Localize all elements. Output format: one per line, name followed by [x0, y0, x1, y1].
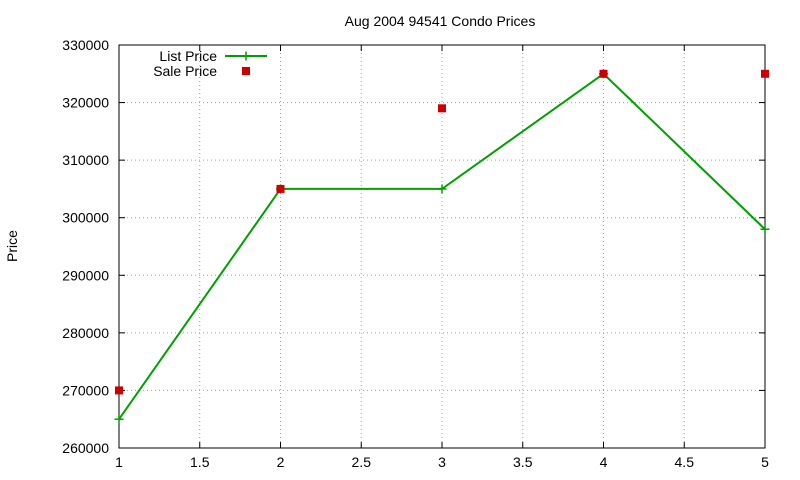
- y-tick-label: 330000: [62, 37, 109, 53]
- y-tick-label: 300000: [62, 210, 109, 226]
- x-tick-label: 1: [115, 454, 123, 470]
- x-tick-label: 4.5: [675, 454, 695, 470]
- point-list-price: [114, 414, 124, 424]
- point-list-price: [437, 184, 447, 194]
- series-sale-price: [115, 69, 769, 395]
- point-sale-price: [438, 104, 446, 113]
- point-sale-price: [115, 386, 123, 395]
- y-tick-label: 320000: [62, 95, 109, 111]
- y-tick-label: 310000: [62, 152, 109, 168]
- x-tick-label: 4: [600, 454, 608, 470]
- legend-marker: [241, 51, 251, 61]
- x-tick-label: 3: [438, 454, 446, 470]
- series-list-price: [114, 69, 770, 424]
- legend: List Price Sale Price: [153, 48, 267, 79]
- y-tick-label: 270000: [62, 382, 109, 398]
- x-tick-label: 2.5: [352, 454, 372, 470]
- point-sale-price: [599, 69, 608, 78]
- y-tick-label: 260000: [62, 440, 109, 456]
- legend-marker: [242, 67, 250, 75]
- chart-title: Aug 2004 94541 Condo Prices: [345, 13, 536, 29]
- y-axis-label: Price: [4, 230, 20, 262]
- legend-label-list-price: List Price: [159, 48, 217, 64]
- y-tick-label: 280000: [62, 325, 109, 341]
- y-tick-label: 290000: [62, 267, 109, 283]
- x-tick-label: 1.5: [190, 454, 210, 470]
- legend-sample-list-price: [225, 51, 267, 61]
- legend-sample-sale-price: [242, 67, 250, 75]
- x-tick-label: 3.5: [513, 454, 533, 470]
- axis-ticks: 1 1.5 2 2.5 3 3.5 4 4.5 5 260000 270000 280000 29000…: [62, 37, 769, 470]
- x-tick-label: 5: [761, 454, 769, 470]
- x-tick-label: 2: [277, 454, 285, 470]
- point-sale-price: [276, 184, 285, 193]
- legend-label-sale-price: Sale Price: [153, 63, 217, 79]
- point-sale-price: [761, 69, 769, 78]
- point-list-price: [760, 224, 770, 234]
- series-layer: [114, 69, 770, 424]
